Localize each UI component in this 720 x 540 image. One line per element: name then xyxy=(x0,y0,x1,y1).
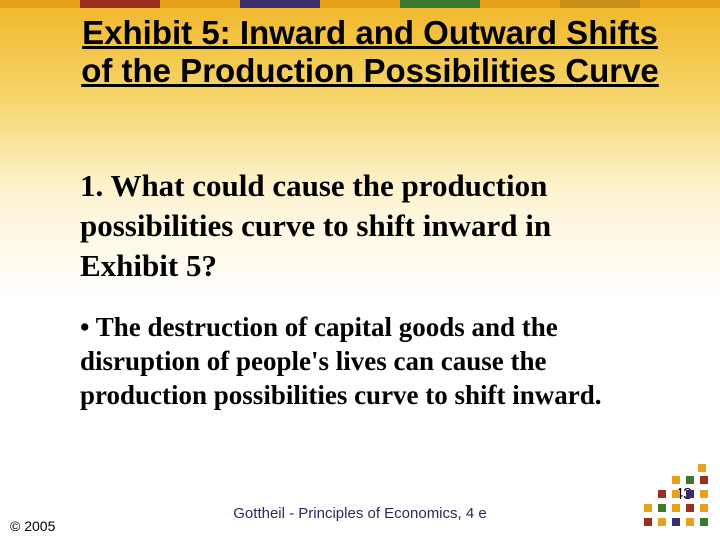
slide-title: Exhibit 5: Inward and Outward Shifts of … xyxy=(80,14,660,90)
footer-credit: Gottheil - Principles of Economics, 4 e xyxy=(0,505,720,522)
decorative-dot xyxy=(686,518,694,526)
bar-segment xyxy=(320,0,400,8)
slide: Exhibit 5: Inward and Outward Shifts of … xyxy=(0,0,720,540)
decorative-dot xyxy=(698,464,706,472)
decorative-dot xyxy=(686,504,694,512)
decorative-dot xyxy=(686,476,694,484)
decorative-dot xyxy=(700,518,708,526)
copyright-text: © 2005 xyxy=(10,518,55,534)
decorative-dot xyxy=(700,490,708,498)
decorative-dot xyxy=(700,476,708,484)
bar-segment xyxy=(560,0,640,8)
question-text: 1. What could cause the production possi… xyxy=(80,166,650,286)
decorative-dot xyxy=(686,490,694,498)
bar-segment xyxy=(400,0,480,8)
decorative-dot xyxy=(658,490,666,498)
bar-segment xyxy=(480,0,560,8)
bar-segment xyxy=(240,0,320,8)
decorative-dot xyxy=(672,490,680,498)
decorative-dot-grid xyxy=(644,462,714,532)
decorative-dot xyxy=(700,504,708,512)
decorative-dot xyxy=(672,476,680,484)
decorative-dot xyxy=(658,518,666,526)
bar-segment xyxy=(640,0,720,8)
decorative-dot xyxy=(672,518,680,526)
answer-text: • The destruction of capital goods and t… xyxy=(80,310,650,412)
bar-segment xyxy=(160,0,240,8)
decorative-dot xyxy=(644,518,652,526)
top-color-bar xyxy=(0,0,720,8)
decorative-dot xyxy=(672,504,680,512)
bar-segment xyxy=(0,0,80,8)
decorative-dot xyxy=(658,504,666,512)
decorative-dot xyxy=(644,504,652,512)
bar-segment xyxy=(80,0,160,8)
